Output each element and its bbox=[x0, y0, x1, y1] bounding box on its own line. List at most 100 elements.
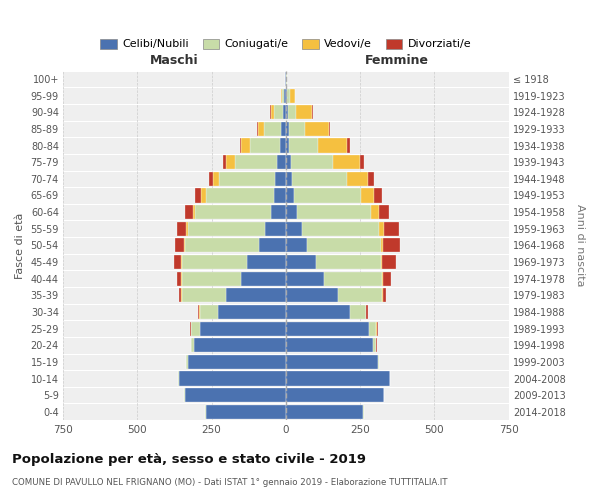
Bar bbox=[185, 238, 259, 252]
Bar bbox=[195, 205, 271, 219]
Text: Popolazione per età, sesso e stato civile - 2019: Popolazione per età, sesso e stato civil… bbox=[12, 452, 366, 466]
Bar bbox=[200, 305, 218, 319]
Bar bbox=[281, 88, 282, 102]
Bar bbox=[187, 222, 188, 236]
Bar bbox=[200, 322, 286, 336]
Bar bbox=[286, 255, 316, 269]
Bar bbox=[286, 155, 291, 170]
Bar bbox=[286, 338, 373, 352]
Y-axis label: Fasce di età: Fasce di età bbox=[15, 212, 25, 278]
Bar bbox=[195, 188, 201, 202]
Bar bbox=[383, 288, 386, 302]
Bar bbox=[286, 238, 307, 252]
Bar bbox=[286, 188, 294, 202]
Bar bbox=[223, 155, 226, 170]
Bar bbox=[359, 155, 364, 170]
Text: Femmine: Femmine bbox=[365, 54, 429, 68]
Bar bbox=[288, 105, 296, 120]
Bar bbox=[240, 138, 241, 152]
Bar bbox=[294, 188, 361, 202]
Bar bbox=[286, 388, 384, 402]
Bar bbox=[274, 188, 286, 202]
Bar bbox=[286, 172, 292, 186]
Bar bbox=[250, 138, 280, 152]
Bar bbox=[369, 322, 376, 336]
Y-axis label: Anni di nascita: Anni di nascita bbox=[575, 204, 585, 286]
Bar bbox=[378, 355, 379, 369]
Bar bbox=[286, 288, 338, 302]
Bar bbox=[361, 188, 374, 202]
Bar bbox=[185, 388, 286, 402]
Bar bbox=[193, 205, 195, 219]
Bar bbox=[338, 288, 382, 302]
Bar bbox=[350, 305, 366, 319]
Bar bbox=[241, 272, 286, 285]
Bar bbox=[286, 272, 325, 285]
Bar bbox=[383, 272, 391, 285]
Bar bbox=[371, 205, 379, 219]
Bar bbox=[247, 255, 286, 269]
Bar bbox=[289, 122, 305, 136]
Bar bbox=[329, 122, 331, 136]
Bar bbox=[289, 138, 317, 152]
Bar bbox=[257, 122, 258, 136]
Bar bbox=[368, 172, 374, 186]
Bar bbox=[194, 338, 286, 352]
Bar bbox=[174, 255, 181, 269]
Bar bbox=[259, 238, 286, 252]
Bar bbox=[241, 138, 250, 152]
Bar bbox=[179, 288, 181, 302]
Bar bbox=[307, 238, 381, 252]
Bar bbox=[213, 172, 219, 186]
Bar bbox=[191, 338, 194, 352]
Bar bbox=[263, 122, 281, 136]
Bar bbox=[184, 238, 185, 252]
Bar bbox=[297, 205, 371, 219]
Bar bbox=[275, 172, 286, 186]
Bar bbox=[218, 305, 286, 319]
Bar bbox=[175, 238, 184, 252]
Bar bbox=[286, 322, 369, 336]
Bar bbox=[283, 105, 286, 120]
Bar bbox=[187, 355, 188, 369]
Bar bbox=[347, 172, 368, 186]
Bar bbox=[382, 272, 383, 285]
Bar bbox=[381, 238, 383, 252]
Bar bbox=[287, 88, 290, 102]
Bar bbox=[235, 155, 277, 170]
Bar bbox=[286, 222, 302, 236]
Bar bbox=[333, 155, 359, 170]
Bar bbox=[271, 105, 274, 120]
Bar bbox=[373, 338, 376, 352]
Bar bbox=[286, 305, 350, 319]
Bar bbox=[190, 322, 191, 336]
Bar bbox=[271, 205, 286, 219]
Bar bbox=[374, 188, 382, 202]
Bar bbox=[290, 88, 295, 102]
Bar bbox=[188, 222, 265, 236]
Text: COMUNE DI PAVULLO NEL FRIGNANO (MO) - Dati ISTAT 1° gennaio 2019 - Elaborazione : COMUNE DI PAVULLO NEL FRIGNANO (MO) - Da… bbox=[12, 478, 448, 487]
Bar bbox=[281, 122, 286, 136]
Bar bbox=[179, 372, 286, 386]
Bar bbox=[286, 372, 390, 386]
Bar bbox=[305, 122, 329, 136]
Bar bbox=[286, 122, 289, 136]
Bar bbox=[286, 138, 289, 152]
Bar bbox=[291, 155, 333, 170]
Bar bbox=[198, 305, 199, 319]
Bar bbox=[384, 222, 399, 236]
Bar bbox=[292, 172, 347, 186]
Bar bbox=[382, 255, 396, 269]
Bar bbox=[286, 88, 287, 102]
Bar bbox=[383, 238, 400, 252]
Bar bbox=[226, 155, 235, 170]
Bar bbox=[286, 105, 288, 120]
Bar bbox=[286, 355, 378, 369]
Bar bbox=[325, 272, 382, 285]
Bar bbox=[317, 138, 347, 152]
Bar bbox=[302, 222, 379, 236]
Bar bbox=[296, 105, 312, 120]
Bar bbox=[185, 205, 193, 219]
Bar bbox=[280, 138, 286, 152]
Bar bbox=[284, 88, 286, 102]
